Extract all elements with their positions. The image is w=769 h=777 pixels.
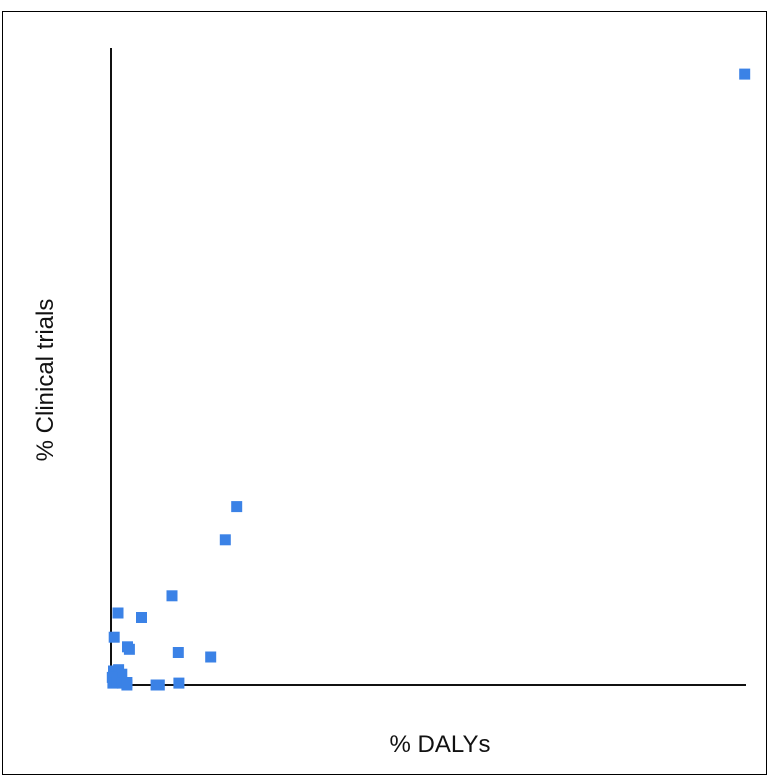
data-points bbox=[106, 68, 751, 691]
data-point bbox=[172, 647, 184, 658]
data-point bbox=[166, 590, 178, 602]
data-point bbox=[108, 631, 120, 643]
data-point bbox=[116, 668, 128, 680]
data-point bbox=[121, 679, 133, 691]
x-axis-title: % DALYs bbox=[390, 731, 491, 758]
axes bbox=[110, 48, 746, 686]
data-point bbox=[205, 651, 217, 663]
data-point bbox=[153, 679, 165, 691]
data-point bbox=[739, 68, 751, 80]
data-point bbox=[173, 677, 185, 689]
y-axis-title: % Clinical trials bbox=[32, 299, 59, 462]
data-point bbox=[123, 643, 135, 655]
data-point bbox=[231, 501, 243, 513]
data-point bbox=[136, 612, 147, 623]
data-point bbox=[219, 534, 231, 546]
data-point bbox=[112, 607, 124, 619]
